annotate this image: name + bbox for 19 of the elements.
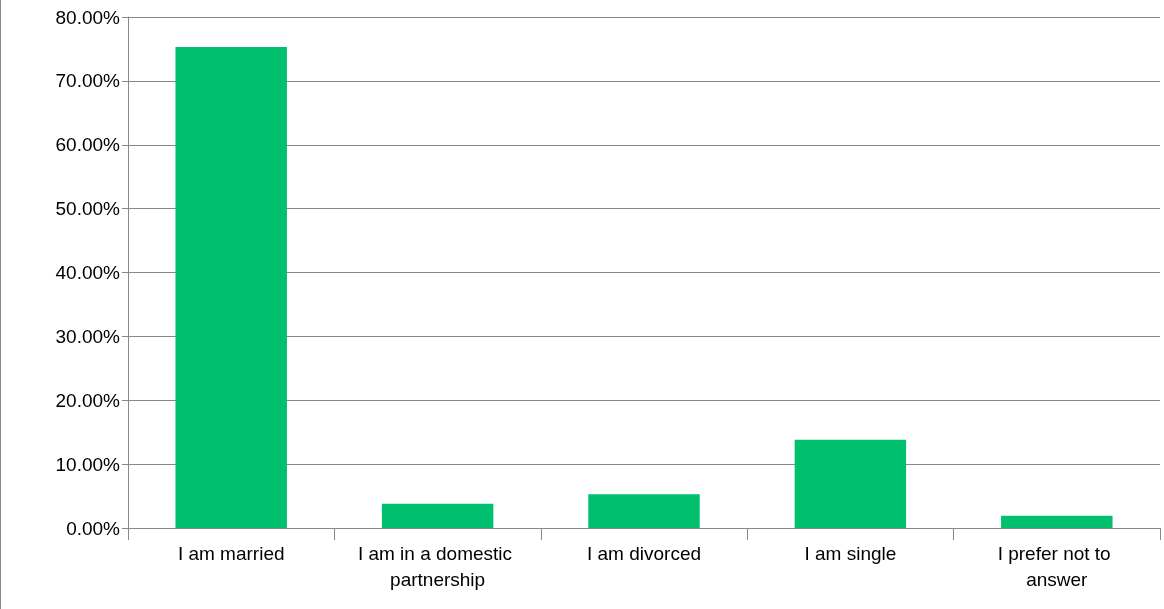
bar [381,503,494,528]
y-tick-label: 50.00% [55,198,121,220]
bar [794,439,907,528]
x-tick-label: I am single [804,542,897,564]
y-tick-label: 30.00% [55,325,121,347]
bar [175,47,287,528]
x-tick-label: I am divorced [586,542,702,564]
y-tick-label: 60.00% [55,134,121,156]
y-tick-label: 80.00% [55,6,121,28]
y-tick-label: 0.00% [66,517,121,539]
y-tick-label: 70.00% [55,70,121,92]
y-tick-label: 10.00% [55,453,121,475]
y-tick-label: 40.00% [55,262,121,283]
x-tick-label: I am married [177,542,285,564]
bar [1001,515,1113,528]
y-tick-label: 20.00% [55,389,121,411]
bar [588,494,700,528]
x-tick-label: I prefer not to answer [997,542,1116,590]
x-tick-label: I am in a domestic partnership [357,542,518,590]
